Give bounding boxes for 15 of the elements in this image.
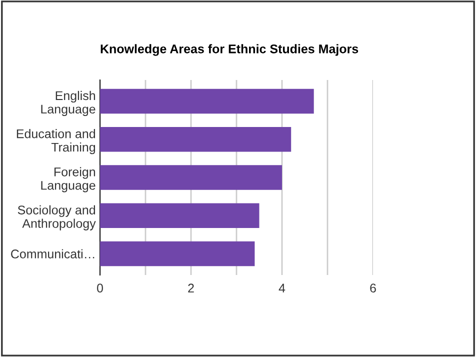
chart-title: Knowledge Areas for Ethnic Studies Majors (100, 44, 358, 56)
y-tick-label: Education and Training (16, 129, 96, 154)
y-tick-label: English Language (41, 90, 96, 116)
y-tick-label: Communicati… (11, 249, 94, 258)
x-tick-label: 6 (370, 284, 376, 293)
bar (100, 203, 260, 228)
bar (100, 241, 255, 266)
bar (100, 88, 314, 114)
bar (100, 126, 292, 152)
bar (100, 165, 282, 190)
y-tick-label: Foreign Language (41, 167, 96, 192)
x-tick-label: 0 (97, 284, 103, 293)
x-tick-label: 4 (278, 284, 286, 292)
y-tick-label: Sociology and Anthropology (18, 205, 96, 230)
x-tick-label: 2 (188, 284, 194, 292)
